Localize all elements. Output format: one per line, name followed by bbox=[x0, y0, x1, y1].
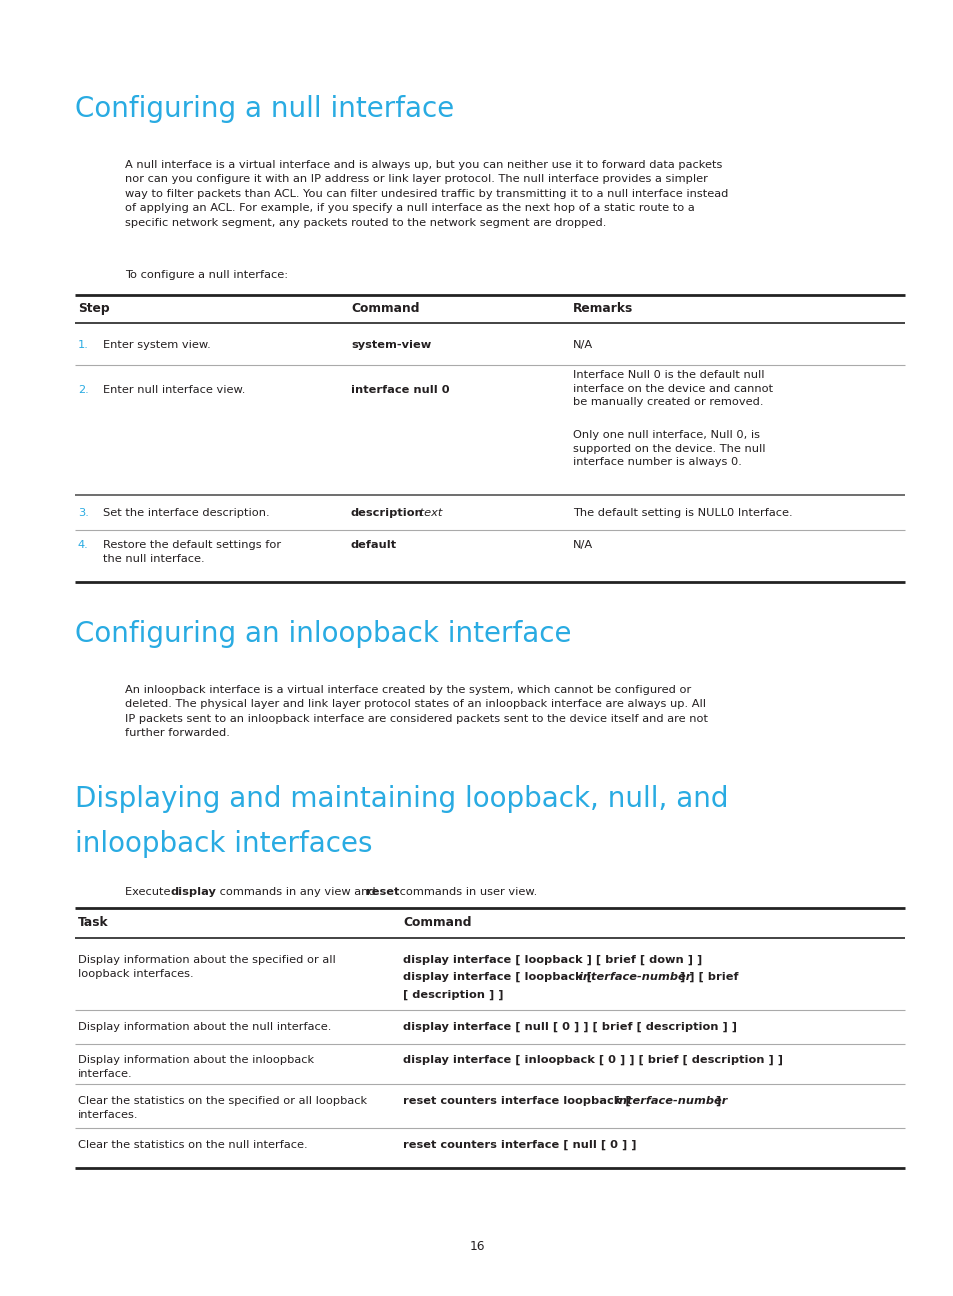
Text: display interface [ loopback ] [ brief [ down ] ]: display interface [ loopback ] [ brief [… bbox=[402, 955, 701, 966]
Text: 16: 16 bbox=[469, 1240, 484, 1253]
Text: Interface Null 0 is the default null
interface on the device and cannot
be manua: Interface Null 0 is the default null int… bbox=[573, 369, 772, 407]
Text: 4.: 4. bbox=[78, 540, 89, 550]
Text: N/A: N/A bbox=[573, 340, 593, 350]
Text: To configure a null interface:: To configure a null interface: bbox=[125, 270, 288, 280]
Text: text: text bbox=[416, 508, 442, 518]
Text: Restore the default settings for
the null interface.: Restore the default settings for the nul… bbox=[103, 540, 281, 564]
Text: Display information about the inloopback
interface.: Display information about the inloopback… bbox=[78, 1055, 314, 1078]
Text: Display information about the null interface.: Display information about the null inter… bbox=[78, 1023, 331, 1032]
Text: commands in user view.: commands in user view. bbox=[395, 886, 537, 897]
Text: N/A: N/A bbox=[573, 540, 593, 550]
Text: system-view: system-view bbox=[351, 340, 431, 350]
Text: Enter system view.: Enter system view. bbox=[103, 340, 211, 350]
Text: Set the interface description.: Set the interface description. bbox=[103, 508, 270, 518]
Text: ]: ] bbox=[711, 1096, 720, 1107]
Text: default: default bbox=[351, 540, 396, 550]
Text: Configuring a null interface: Configuring a null interface bbox=[75, 95, 454, 123]
Text: The default setting is NULL0 Interface.: The default setting is NULL0 Interface. bbox=[573, 508, 792, 518]
Text: 1.: 1. bbox=[78, 340, 89, 350]
Text: 3.: 3. bbox=[78, 508, 89, 518]
Text: interface-number: interface-number bbox=[575, 972, 691, 982]
Text: description: description bbox=[351, 508, 423, 518]
Text: Clear the statistics on the null interface.: Clear the statistics on the null interfa… bbox=[78, 1140, 307, 1150]
Text: Execute: Execute bbox=[125, 886, 174, 897]
Text: Remarks: Remarks bbox=[573, 302, 633, 315]
Text: inloopback interfaces: inloopback interfaces bbox=[75, 829, 372, 858]
Text: interface null 0: interface null 0 bbox=[351, 385, 449, 395]
Text: commands in any view and: commands in any view and bbox=[215, 886, 379, 897]
Text: Configuring an inloopback interface: Configuring an inloopback interface bbox=[75, 619, 571, 648]
Text: display interface [ null [ 0 ] ] [ brief [ description ] ]: display interface [ null [ 0 ] ] [ brief… bbox=[402, 1023, 737, 1033]
Text: Step: Step bbox=[78, 302, 110, 315]
Text: Task: Task bbox=[78, 916, 109, 929]
Text: Command: Command bbox=[351, 302, 419, 315]
Text: reset counters interface [ null [ 0 ] ]: reset counters interface [ null [ 0 ] ] bbox=[402, 1140, 636, 1151]
Text: An inloopback interface is a virtual interface created by the system, which cann: An inloopback interface is a virtual int… bbox=[125, 686, 707, 739]
Text: interface-number: interface-number bbox=[610, 1096, 726, 1105]
Text: Display information about the specified or all
loopback interfaces.: Display information about the specified … bbox=[78, 955, 335, 978]
Text: reset: reset bbox=[366, 886, 399, 897]
Text: reset counters interface loopback [: reset counters interface loopback [ bbox=[402, 1096, 630, 1107]
Text: ] ] [ brief: ] ] [ brief bbox=[676, 972, 738, 982]
Text: A null interface is a virtual interface and is always up, but you can neither us: A null interface is a virtual interface … bbox=[125, 159, 727, 228]
Text: display interface [ loopback [: display interface [ loopback [ bbox=[402, 972, 591, 982]
Text: Command: Command bbox=[402, 916, 471, 929]
Text: display interface [ inloopback [ 0 ] ] [ brief [ description ] ]: display interface [ inloopback [ 0 ] ] [… bbox=[402, 1055, 782, 1065]
Text: [ description ] ]: [ description ] ] bbox=[402, 990, 503, 1001]
Text: Enter null interface view.: Enter null interface view. bbox=[103, 385, 245, 395]
Text: Clear the statistics on the specified or all loopback
interfaces.: Clear the statistics on the specified or… bbox=[78, 1096, 367, 1120]
Text: 2.: 2. bbox=[78, 385, 89, 395]
Text: Only one null interface, Null 0, is
supported on the device. The null
interface : Only one null interface, Null 0, is supp… bbox=[573, 430, 764, 467]
Text: Displaying and maintaining loopback, null, and: Displaying and maintaining loopback, nul… bbox=[75, 785, 728, 813]
Text: display: display bbox=[171, 886, 216, 897]
